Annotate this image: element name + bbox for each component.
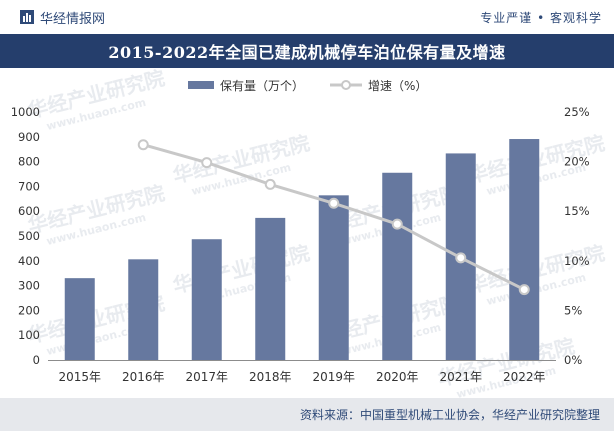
- left-axis: 0 100 200 300 400 500 600 700 800 900 1000: [11, 105, 40, 367]
- left-tick-label: 200: [18, 303, 40, 317]
- right-tick-label: 20%: [564, 155, 590, 169]
- legend-swatch-bar: [188, 81, 214, 89]
- left-tick-label: 900: [18, 130, 40, 144]
- brand-name: 华经情报网: [40, 11, 106, 27]
- line-series: [137, 139, 530, 296]
- left-tick-label: 800: [18, 155, 40, 169]
- footer: 资料来源：中国重型机械工业协会，华经产业研究院整理: [0, 398, 614, 431]
- growth-point: [137, 139, 149, 151]
- growth-point: [391, 218, 403, 230]
- x-tick-label: 2016年: [122, 370, 165, 384]
- growth-point: [455, 252, 467, 264]
- bar: [255, 217, 286, 360]
- bar: [64, 278, 95, 360]
- legend-label-bar: 保有量（万个）: [220, 79, 304, 93]
- chart-legend: 保有量（万个） 增速（%）: [188, 79, 427, 93]
- left-tick-label: 400: [18, 254, 40, 268]
- bar-series: [64, 139, 540, 360]
- chart-title: 2015-2022年全国已建成机械停车泊位保有量及增速: [108, 43, 506, 62]
- right-tick-label: 10%: [564, 254, 590, 268]
- right-axis: 0% 5% 10% 15% 20% 25%: [564, 105, 590, 367]
- legend-marker-line: [341, 80, 351, 90]
- x-tick-label: 2019年: [312, 370, 355, 384]
- chart-area: 华经产业研究院 www.huaon.com 华经产业研究院 www.huaon.com…: [0, 66, 614, 401]
- right-tick-label: 25%: [564, 105, 590, 119]
- top-bar: 华经情报网 专业严谨 • 客观科学: [0, 0, 614, 34]
- bar: [191, 239, 222, 360]
- x-tick-label: 2018年: [249, 370, 292, 384]
- left-tick-label: 700: [18, 179, 40, 193]
- left-tick-label: 300: [18, 279, 40, 293]
- bar: [509, 139, 540, 360]
- left-tick-label: 500: [18, 229, 40, 243]
- right-tick-label: 15%: [564, 204, 590, 218]
- chart-title-bar: 2015-2022年全国已建成机械停车泊位保有量及增速: [0, 34, 614, 68]
- growth-point: [328, 197, 340, 209]
- right-tick-label: 0%: [564, 353, 582, 367]
- left-tick-label: 0: [33, 353, 40, 367]
- right-tick-label: 5%: [564, 303, 582, 317]
- x-tick-label: 2022年: [503, 370, 546, 384]
- bar: [382, 172, 413, 360]
- growth-point: [201, 157, 213, 169]
- brand: 华经情报网: [20, 8, 105, 27]
- legend-item-bar: 保有量（万个）: [188, 79, 304, 93]
- left-tick-label: 100: [18, 328, 40, 342]
- growth-point: [264, 178, 276, 190]
- x-tick-label: 2017年: [185, 370, 228, 384]
- left-tick-label: 600: [18, 204, 40, 218]
- x-tick-label: 2020年: [376, 370, 419, 384]
- x-axis: 2015年 2016年 2017年 2018年 2019年 2020年 2021年 2022年: [48, 360, 556, 384]
- x-tick-label: 2021年: [439, 370, 482, 384]
- bar: [128, 259, 159, 360]
- growth-point: [518, 284, 530, 296]
- left-tick-label: 1000: [11, 105, 40, 119]
- source-note: 资料来源：中国重型机械工业协会，华经产业研究院整理: [299, 408, 600, 422]
- slogan: 专业严谨 • 客观科学: [480, 10, 602, 25]
- legend-item-line: 增速（%）: [330, 79, 427, 93]
- x-tick-label: 2015年: [58, 370, 101, 384]
- brand-logo-icon: [20, 10, 34, 24]
- legend-label-line: 增速（%）: [368, 79, 427, 93]
- bar: [318, 195, 349, 360]
